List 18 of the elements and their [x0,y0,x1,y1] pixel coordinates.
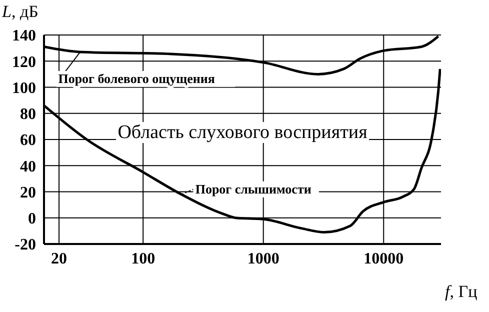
y-axis-title: L, дБ [2,2,38,22]
x-tick-label: 1000 [247,250,280,268]
y-tick-label: 60 [20,132,36,150]
y-tick-label: 0 [28,210,36,228]
y-tick-label: 20 [20,184,36,202]
annotation: Порог слышимости [195,181,312,196]
y-tick-label: 100 [12,80,36,97]
y-tick-label: -20 [14,236,36,254]
x-tick-label: 20 [51,250,68,268]
y-tick-label: 40 [20,158,36,176]
x-tick-label: 10000 [364,250,404,268]
y-tick-label: 80 [20,106,36,124]
annotation: Область слухового восприятия [116,122,370,144]
y-tick-label: 120 [12,54,36,71]
x-tick-label: 100 [131,250,156,268]
annotation: Порог болевого ощущения [58,70,215,86]
x-axis-title: f, Гц [445,282,478,302]
y-tick-label: 140 [12,28,36,45]
